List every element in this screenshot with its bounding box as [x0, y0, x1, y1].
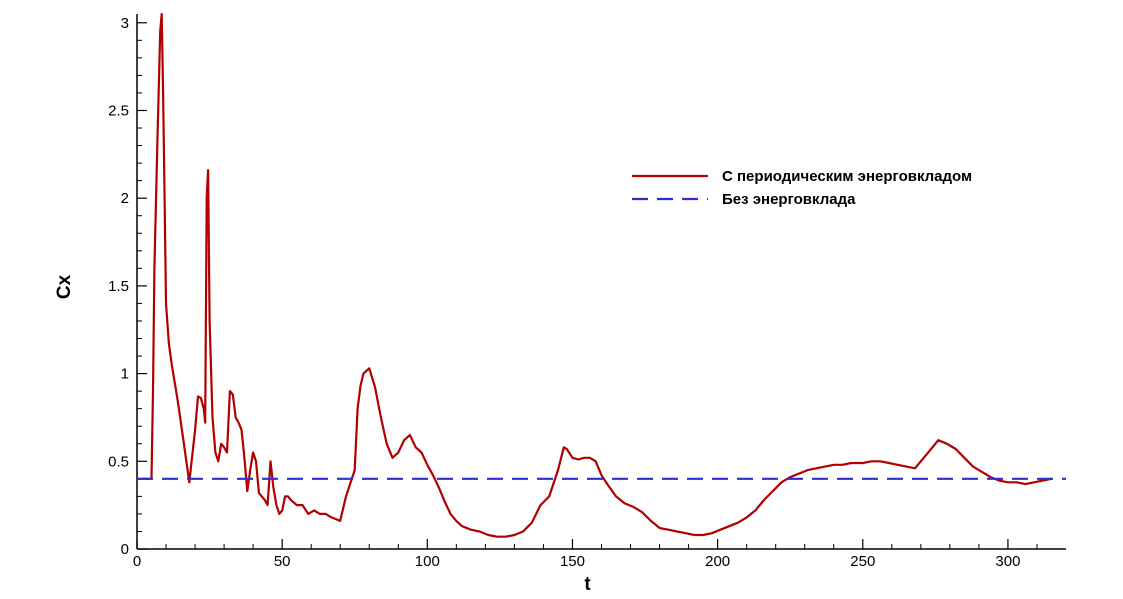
y-tick-label: 0	[121, 541, 129, 558]
x-tick-label: 300	[995, 553, 1020, 570]
legend: С периодическим энерговкладом Без энерго…	[632, 168, 972, 208]
x-tick-label: 50	[274, 553, 291, 570]
x-tick-label: 250	[850, 553, 875, 570]
axis-titles: t Cx	[54, 274, 591, 595]
y-tick-label: 1.5	[108, 278, 129, 295]
ticks: 0 50 100 150 200 250 300 0 0.5 1 1.5 2 2.5 3	[108, 15, 1038, 570]
axes	[136, 14, 1066, 550]
x-tick-label: 0	[133, 553, 141, 570]
legend-label-series-0: С периодическим энерговкладом	[722, 168, 972, 185]
y-axis-title: Cx	[54, 274, 75, 299]
x-tick-label: 100	[415, 553, 440, 570]
y-tick-label: 3	[121, 15, 129, 32]
x-tick-label: 200	[705, 553, 730, 570]
y-tick-label: 2.5	[108, 102, 129, 119]
legend-label-series-1: Без энерговклада	[722, 191, 856, 208]
series-line-0	[137, 12, 1052, 538]
x-axis-title: t	[584, 574, 591, 595]
y-tick-label: 0.5	[108, 453, 129, 470]
y-tick-label: 2	[121, 190, 129, 207]
x-tick-label: 150	[560, 553, 585, 570]
y-tick-label: 1	[121, 366, 129, 383]
series-layer	[137, 12, 1066, 538]
